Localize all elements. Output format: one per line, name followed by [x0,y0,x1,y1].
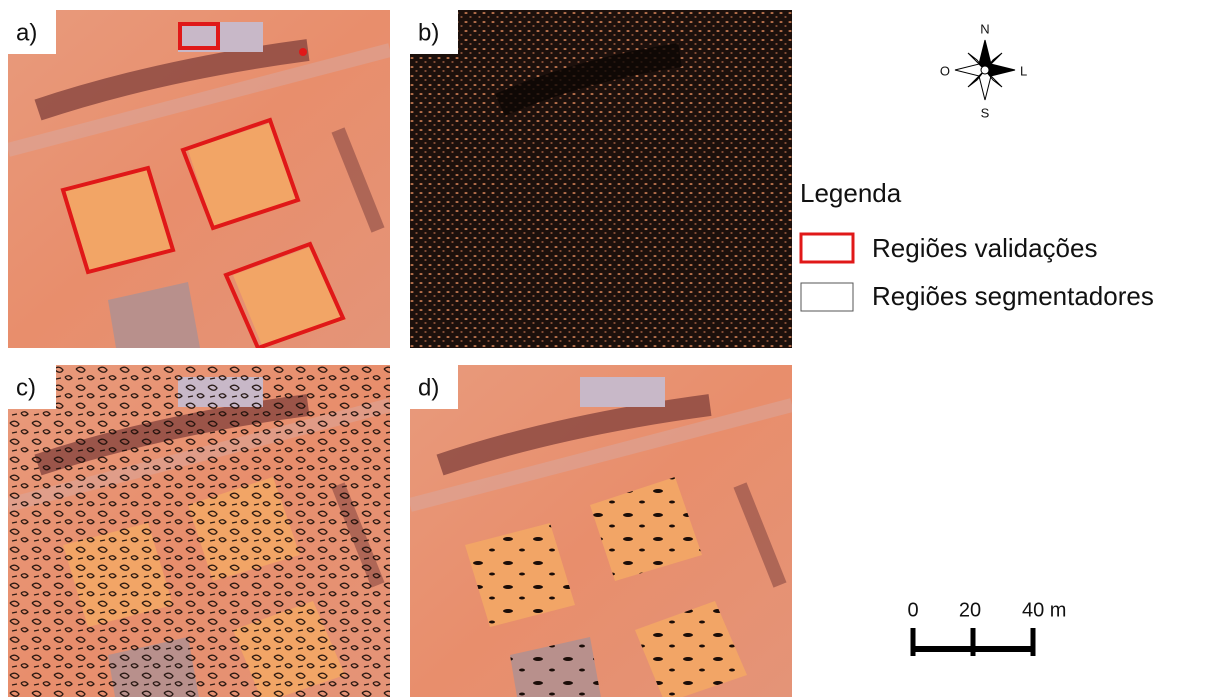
scale-label: 0 [907,599,918,621]
compass-label: O [940,63,950,78]
panel-label: d) [418,374,439,401]
legend-swatch [801,234,853,262]
scale-label: 20 [959,599,981,621]
page: {"panels": [{"label": "a)"}, {"label": "… [0,0,1215,697]
marker [299,48,307,56]
figure: a) b) c) d) N S [0,0,1215,697]
panel-a: a) [8,10,390,348]
legend-label: Regiões segmentadores [872,281,1154,311]
panel-label: b) [418,19,439,46]
legend-swatch [801,283,853,311]
compass-label: N [980,21,989,36]
segment-outlines [8,365,390,697]
legend-label: Regiões validações [872,233,1097,263]
compass-label: L [1020,63,1027,78]
panel-label: c) [16,374,36,401]
panel-c: c) [8,365,390,697]
legend-title: Legenda [800,178,902,208]
scale-label: 40 m [1022,599,1066,621]
panel-b: b) [410,10,792,348]
panel-d: d) [410,365,792,697]
compass-rose [955,40,1015,100]
compass-label: S [981,105,990,120]
panel-label: a) [16,19,37,46]
compass-center [981,66,989,74]
scale-bar [913,628,1033,656]
